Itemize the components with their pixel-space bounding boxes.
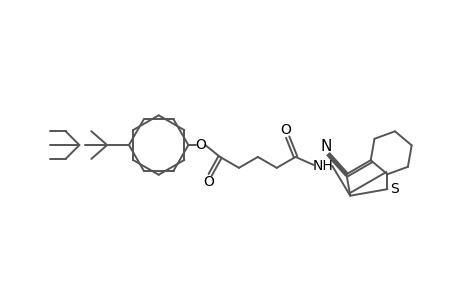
Text: O: O: [202, 175, 213, 189]
Text: N: N: [320, 139, 331, 154]
Text: O: O: [280, 123, 291, 137]
Text: S: S: [389, 182, 398, 196]
Text: O: O: [195, 138, 205, 152]
Text: NH: NH: [312, 159, 333, 173]
